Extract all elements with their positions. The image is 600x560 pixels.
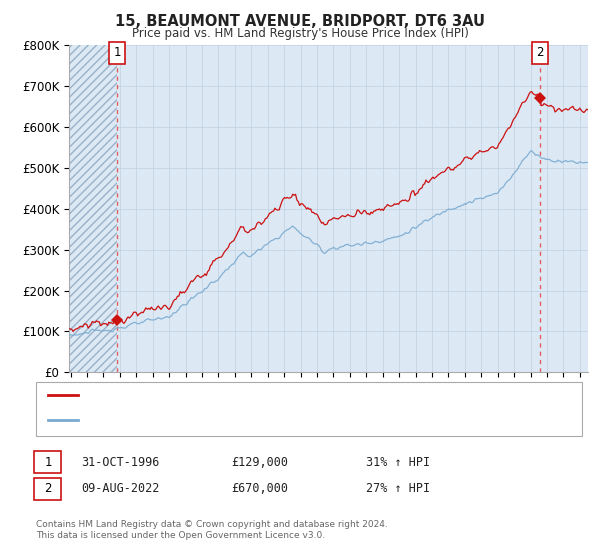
Text: 2: 2 xyxy=(44,482,52,496)
Text: 1: 1 xyxy=(44,455,52,469)
Text: HPI: Average price, detached house, Dorset: HPI: Average price, detached house, Dors… xyxy=(87,415,330,425)
Text: 15, BEAUMONT AVENUE, BRIDPORT, DT6 3AU (detached house): 15, BEAUMONT AVENUE, BRIDPORT, DT6 3AU (… xyxy=(87,390,441,400)
Text: 1: 1 xyxy=(113,46,121,59)
Bar xyxy=(69,45,117,372)
Text: £129,000: £129,000 xyxy=(231,455,288,469)
Text: Price paid vs. HM Land Registry's House Price Index (HPI): Price paid vs. HM Land Registry's House … xyxy=(131,27,469,40)
Text: 31% ↑ HPI: 31% ↑ HPI xyxy=(366,455,430,469)
Text: 15, BEAUMONT AVENUE, BRIDPORT, DT6 3AU: 15, BEAUMONT AVENUE, BRIDPORT, DT6 3AU xyxy=(115,14,485,29)
Text: £670,000: £670,000 xyxy=(231,482,288,496)
Text: 2: 2 xyxy=(536,46,544,59)
Text: 31-OCT-1996: 31-OCT-1996 xyxy=(81,455,160,469)
Text: 27% ↑ HPI: 27% ↑ HPI xyxy=(366,482,430,496)
Text: 09-AUG-2022: 09-AUG-2022 xyxy=(81,482,160,496)
Text: Contains HM Land Registry data © Crown copyright and database right 2024.
This d: Contains HM Land Registry data © Crown c… xyxy=(36,520,388,540)
